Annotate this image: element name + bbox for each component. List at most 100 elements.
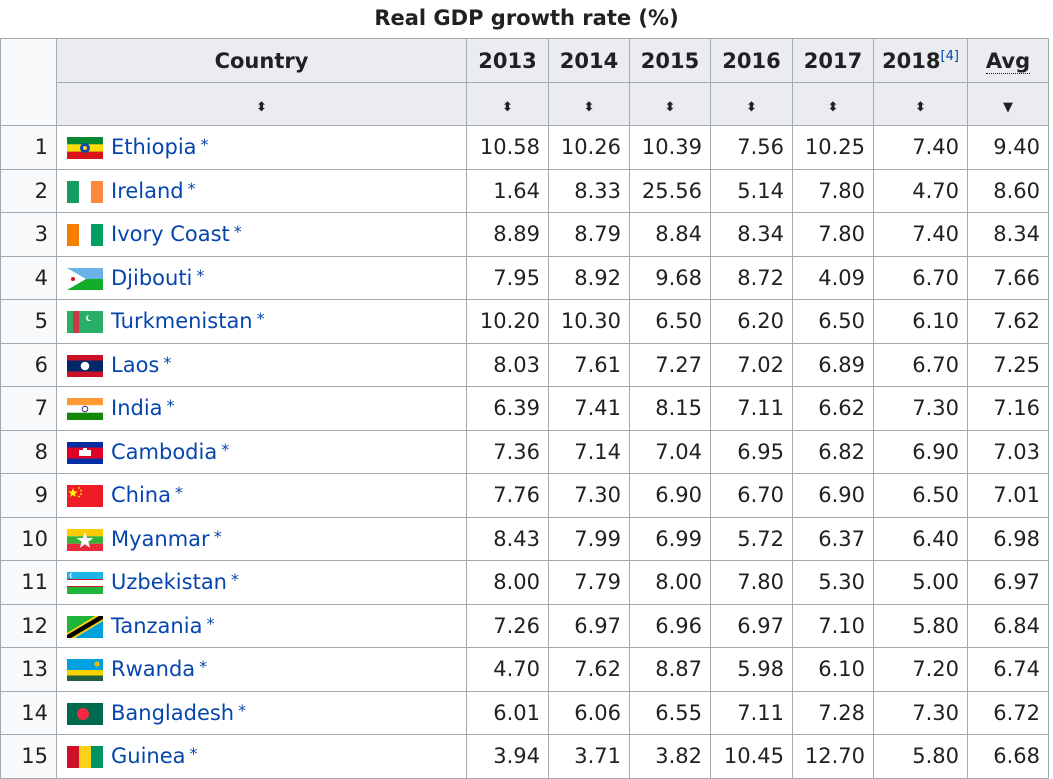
table-row: 1 Ethiopia * 10.58 10.26 10.39 7.56 10.25 7.40 9.… bbox=[0, 125, 1049, 170]
rank-cell: 2 bbox=[0, 168, 57, 213]
cambodia-flag-icon[interactable] bbox=[67, 441, 103, 464]
value-cell: 10.25 bbox=[792, 125, 874, 170]
country-link[interactable]: Ethiopia bbox=[111, 135, 197, 160]
value-cell: 8.15 bbox=[629, 386, 711, 431]
rank-cell: 5 bbox=[0, 299, 57, 344]
ireland-flag-icon[interactable] bbox=[67, 180, 103, 203]
year-header-2018: 2018[4] bbox=[873, 38, 968, 83]
ethiopia-flag-icon[interactable] bbox=[67, 137, 103, 160]
country-link[interactable]: Uzbekistan bbox=[111, 570, 227, 595]
reference-link[interactable]: [4] bbox=[940, 48, 959, 64]
country-economy-link[interactable]: * bbox=[163, 352, 172, 372]
country-cell: China * bbox=[56, 473, 467, 518]
sort-desc-icon: ▼ bbox=[1003, 100, 1013, 115]
country-cell: Ireland * bbox=[56, 168, 467, 213]
table-caption: Real GDP growth rate (%) bbox=[374, 6, 679, 30]
china-flag-icon[interactable] bbox=[67, 485, 103, 508]
table-row: 11 Uzbekistan * 8.00 7.79 8.00 7.80 5.30 5.00 6.9… bbox=[0, 560, 1049, 605]
country-economy-link[interactable]: * bbox=[166, 396, 175, 416]
value-cell: 7.30 bbox=[873, 386, 968, 431]
country-link[interactable]: Myanmar bbox=[111, 526, 210, 551]
country-economy-link[interactable]: * bbox=[213, 526, 222, 546]
sort-2016-button[interactable]: ⬍ bbox=[710, 82, 793, 126]
country-economy-link[interactable]: * bbox=[199, 657, 208, 677]
country-economy-link[interactable]: * bbox=[233, 222, 242, 242]
value-cell: 6.01 bbox=[466, 690, 549, 735]
country-economy-link[interactable]: * bbox=[189, 744, 198, 764]
table-row: 14 Bangladesh * 6.01 6.06 6.55 7.11 7.28 7.30 6.7… bbox=[0, 690, 1049, 735]
country-economy-link[interactable]: * bbox=[256, 309, 265, 329]
sort-2017-button[interactable]: ⬍ bbox=[792, 82, 874, 126]
country-link[interactable]: Laos bbox=[111, 352, 160, 377]
value-cell: 7.20 bbox=[873, 647, 968, 692]
avg-cell: 7.16 bbox=[967, 386, 1049, 431]
laos-flag-icon[interactable] bbox=[67, 354, 103, 377]
rank-cell: 9 bbox=[0, 473, 57, 518]
value-cell: 10.30 bbox=[548, 299, 630, 344]
table-row: 3 Ivory Coast * 8.89 8.79 8.84 8.34 7.80 7.40 8.3… bbox=[0, 212, 1049, 257]
country-economy-link[interactable]: * bbox=[221, 439, 230, 459]
sort-2018-button[interactable]: ⬍ bbox=[873, 82, 968, 126]
guinea-flag-icon[interactable] bbox=[67, 746, 103, 769]
avg-cell: 7.62 bbox=[967, 299, 1049, 344]
sort-avg-button[interactable]: ▼ bbox=[967, 82, 1049, 126]
ivory-coast-flag-icon[interactable] bbox=[67, 224, 103, 247]
country-link[interactable]: Ireland bbox=[111, 178, 184, 203]
country-economy-link[interactable]: * bbox=[206, 613, 215, 633]
value-cell: 7.11 bbox=[710, 386, 793, 431]
value-cell: 5.30 bbox=[792, 560, 874, 605]
country-economy-link[interactable]: * bbox=[238, 700, 247, 720]
country-link[interactable]: Tanzania bbox=[111, 613, 203, 638]
uzbekistan-flag-icon[interactable] bbox=[67, 572, 103, 595]
value-cell: 4.09 bbox=[792, 255, 874, 300]
country-link[interactable]: Rwanda bbox=[111, 657, 196, 682]
rank-cell: 6 bbox=[0, 342, 57, 387]
country-link[interactable]: Bangladesh bbox=[111, 700, 235, 725]
sort-2015-button[interactable]: ⬍ bbox=[629, 82, 711, 126]
value-cell: 7.61 bbox=[548, 342, 630, 387]
country-economy-link[interactable]: * bbox=[200, 135, 209, 155]
turkmenistan-flag-icon[interactable] bbox=[67, 311, 103, 334]
country-link[interactable]: Djibouti bbox=[111, 265, 193, 290]
sort-2013-button[interactable]: ⬍ bbox=[466, 82, 549, 126]
avg-cell: 6.74 bbox=[967, 647, 1049, 692]
sort-country-button[interactable]: ⬍ bbox=[56, 82, 467, 126]
value-cell: 10.58 bbox=[466, 125, 549, 170]
myanmar-flag-icon[interactable] bbox=[67, 528, 103, 551]
bangladesh-flag-icon[interactable] bbox=[67, 702, 103, 725]
rank-cell: 15 bbox=[0, 734, 57, 779]
value-cell: 3.71 bbox=[548, 734, 630, 779]
country-economy-link[interactable]: * bbox=[175, 483, 183, 503]
value-cell: 6.50 bbox=[873, 473, 968, 518]
rank-cell: 3 bbox=[0, 212, 57, 257]
table-row: 2 Ireland * 1.64 8.33 25.56 5.14 7.80 4.70 8.60 bbox=[0, 168, 1049, 213]
avg-cell: 7.01 bbox=[967, 473, 1049, 518]
table-row: 15 Guinea * 3.94 3.71 3.82 10.45 12.70 5.80 6.68 bbox=[0, 734, 1049, 779]
country-link[interactable]: China bbox=[111, 483, 171, 508]
value-cell: 10.20 bbox=[466, 299, 549, 344]
country-link[interactable]: Ivory Coast bbox=[111, 222, 230, 247]
india-flag-icon[interactable] bbox=[67, 398, 103, 421]
table-row: 4 Djibouti * 7.95 8.92 9.68 8.72 4.09 6.70 7.66 bbox=[0, 255, 1049, 300]
country-link[interactable]: India bbox=[111, 396, 163, 421]
country-economy-link[interactable]: * bbox=[196, 265, 205, 285]
avg-abbr: Avg bbox=[985, 48, 1031, 74]
tanzania-flag-icon[interactable] bbox=[67, 615, 103, 638]
avg-cell: 6.98 bbox=[967, 516, 1049, 561]
country-link[interactable]: Turkmenistan bbox=[111, 309, 253, 334]
value-cell: 7.40 bbox=[873, 212, 968, 257]
value-cell: 6.89 bbox=[792, 342, 874, 387]
value-cell: 7.79 bbox=[548, 560, 630, 605]
country-link[interactable]: Cambodia bbox=[111, 439, 218, 464]
value-cell: 7.14 bbox=[548, 429, 630, 474]
rwanda-flag-icon[interactable] bbox=[67, 659, 103, 682]
sort-2014-button[interactable]: ⬍ bbox=[548, 82, 630, 126]
value-cell: 4.70 bbox=[873, 168, 968, 213]
country-economy-link[interactable]: * bbox=[231, 570, 239, 590]
country-link[interactable]: Guinea bbox=[111, 744, 186, 769]
value-cell: 8.34 bbox=[710, 212, 793, 257]
djibouti-flag-icon[interactable] bbox=[67, 267, 103, 290]
country-economy-link[interactable]: * bbox=[187, 178, 196, 198]
value-cell: 12.70 bbox=[792, 734, 874, 779]
value-cell: 5.72 bbox=[710, 516, 793, 561]
